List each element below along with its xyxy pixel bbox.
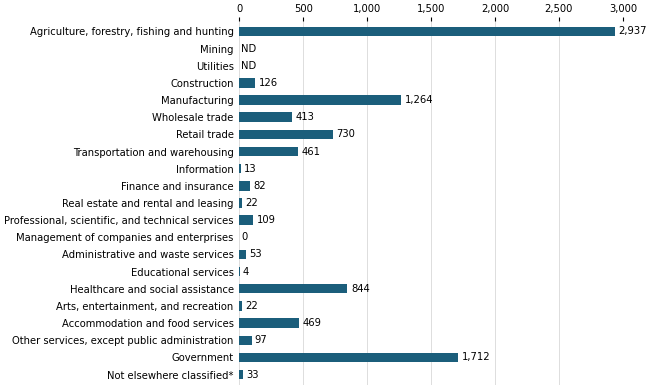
Bar bbox=[239, 164, 241, 173]
Bar bbox=[239, 335, 252, 345]
Bar bbox=[239, 27, 615, 36]
Text: 1,264: 1,264 bbox=[405, 95, 433, 105]
Text: 126: 126 bbox=[259, 78, 278, 88]
Text: 413: 413 bbox=[296, 112, 315, 122]
Bar bbox=[239, 112, 292, 122]
Bar bbox=[239, 318, 299, 328]
Text: 33: 33 bbox=[246, 370, 259, 380]
Text: ND: ND bbox=[241, 44, 256, 54]
Bar bbox=[239, 353, 458, 362]
Text: 109: 109 bbox=[257, 215, 276, 225]
Text: 844: 844 bbox=[351, 284, 370, 294]
Text: 13: 13 bbox=[244, 164, 257, 173]
Text: 22: 22 bbox=[245, 198, 258, 208]
Bar bbox=[239, 181, 250, 191]
Bar bbox=[239, 95, 401, 105]
Bar bbox=[239, 216, 253, 225]
Text: 0: 0 bbox=[241, 232, 248, 242]
Text: 730: 730 bbox=[337, 130, 356, 139]
Bar bbox=[239, 78, 255, 88]
Text: 469: 469 bbox=[303, 318, 322, 328]
Bar bbox=[239, 370, 244, 379]
Text: ND: ND bbox=[241, 61, 256, 71]
Bar bbox=[239, 284, 347, 293]
Text: 2,937: 2,937 bbox=[619, 26, 647, 37]
Text: 461: 461 bbox=[302, 147, 321, 156]
Text: 97: 97 bbox=[255, 335, 268, 345]
Bar bbox=[239, 130, 333, 139]
Bar bbox=[239, 198, 242, 208]
Bar bbox=[239, 147, 298, 156]
Bar bbox=[239, 301, 242, 311]
Text: 1,712: 1,712 bbox=[462, 352, 491, 363]
Text: 53: 53 bbox=[249, 249, 262, 259]
Text: 82: 82 bbox=[253, 181, 266, 191]
Text: 22: 22 bbox=[245, 301, 258, 311]
Text: 4: 4 bbox=[243, 266, 249, 277]
Bar bbox=[239, 250, 246, 259]
